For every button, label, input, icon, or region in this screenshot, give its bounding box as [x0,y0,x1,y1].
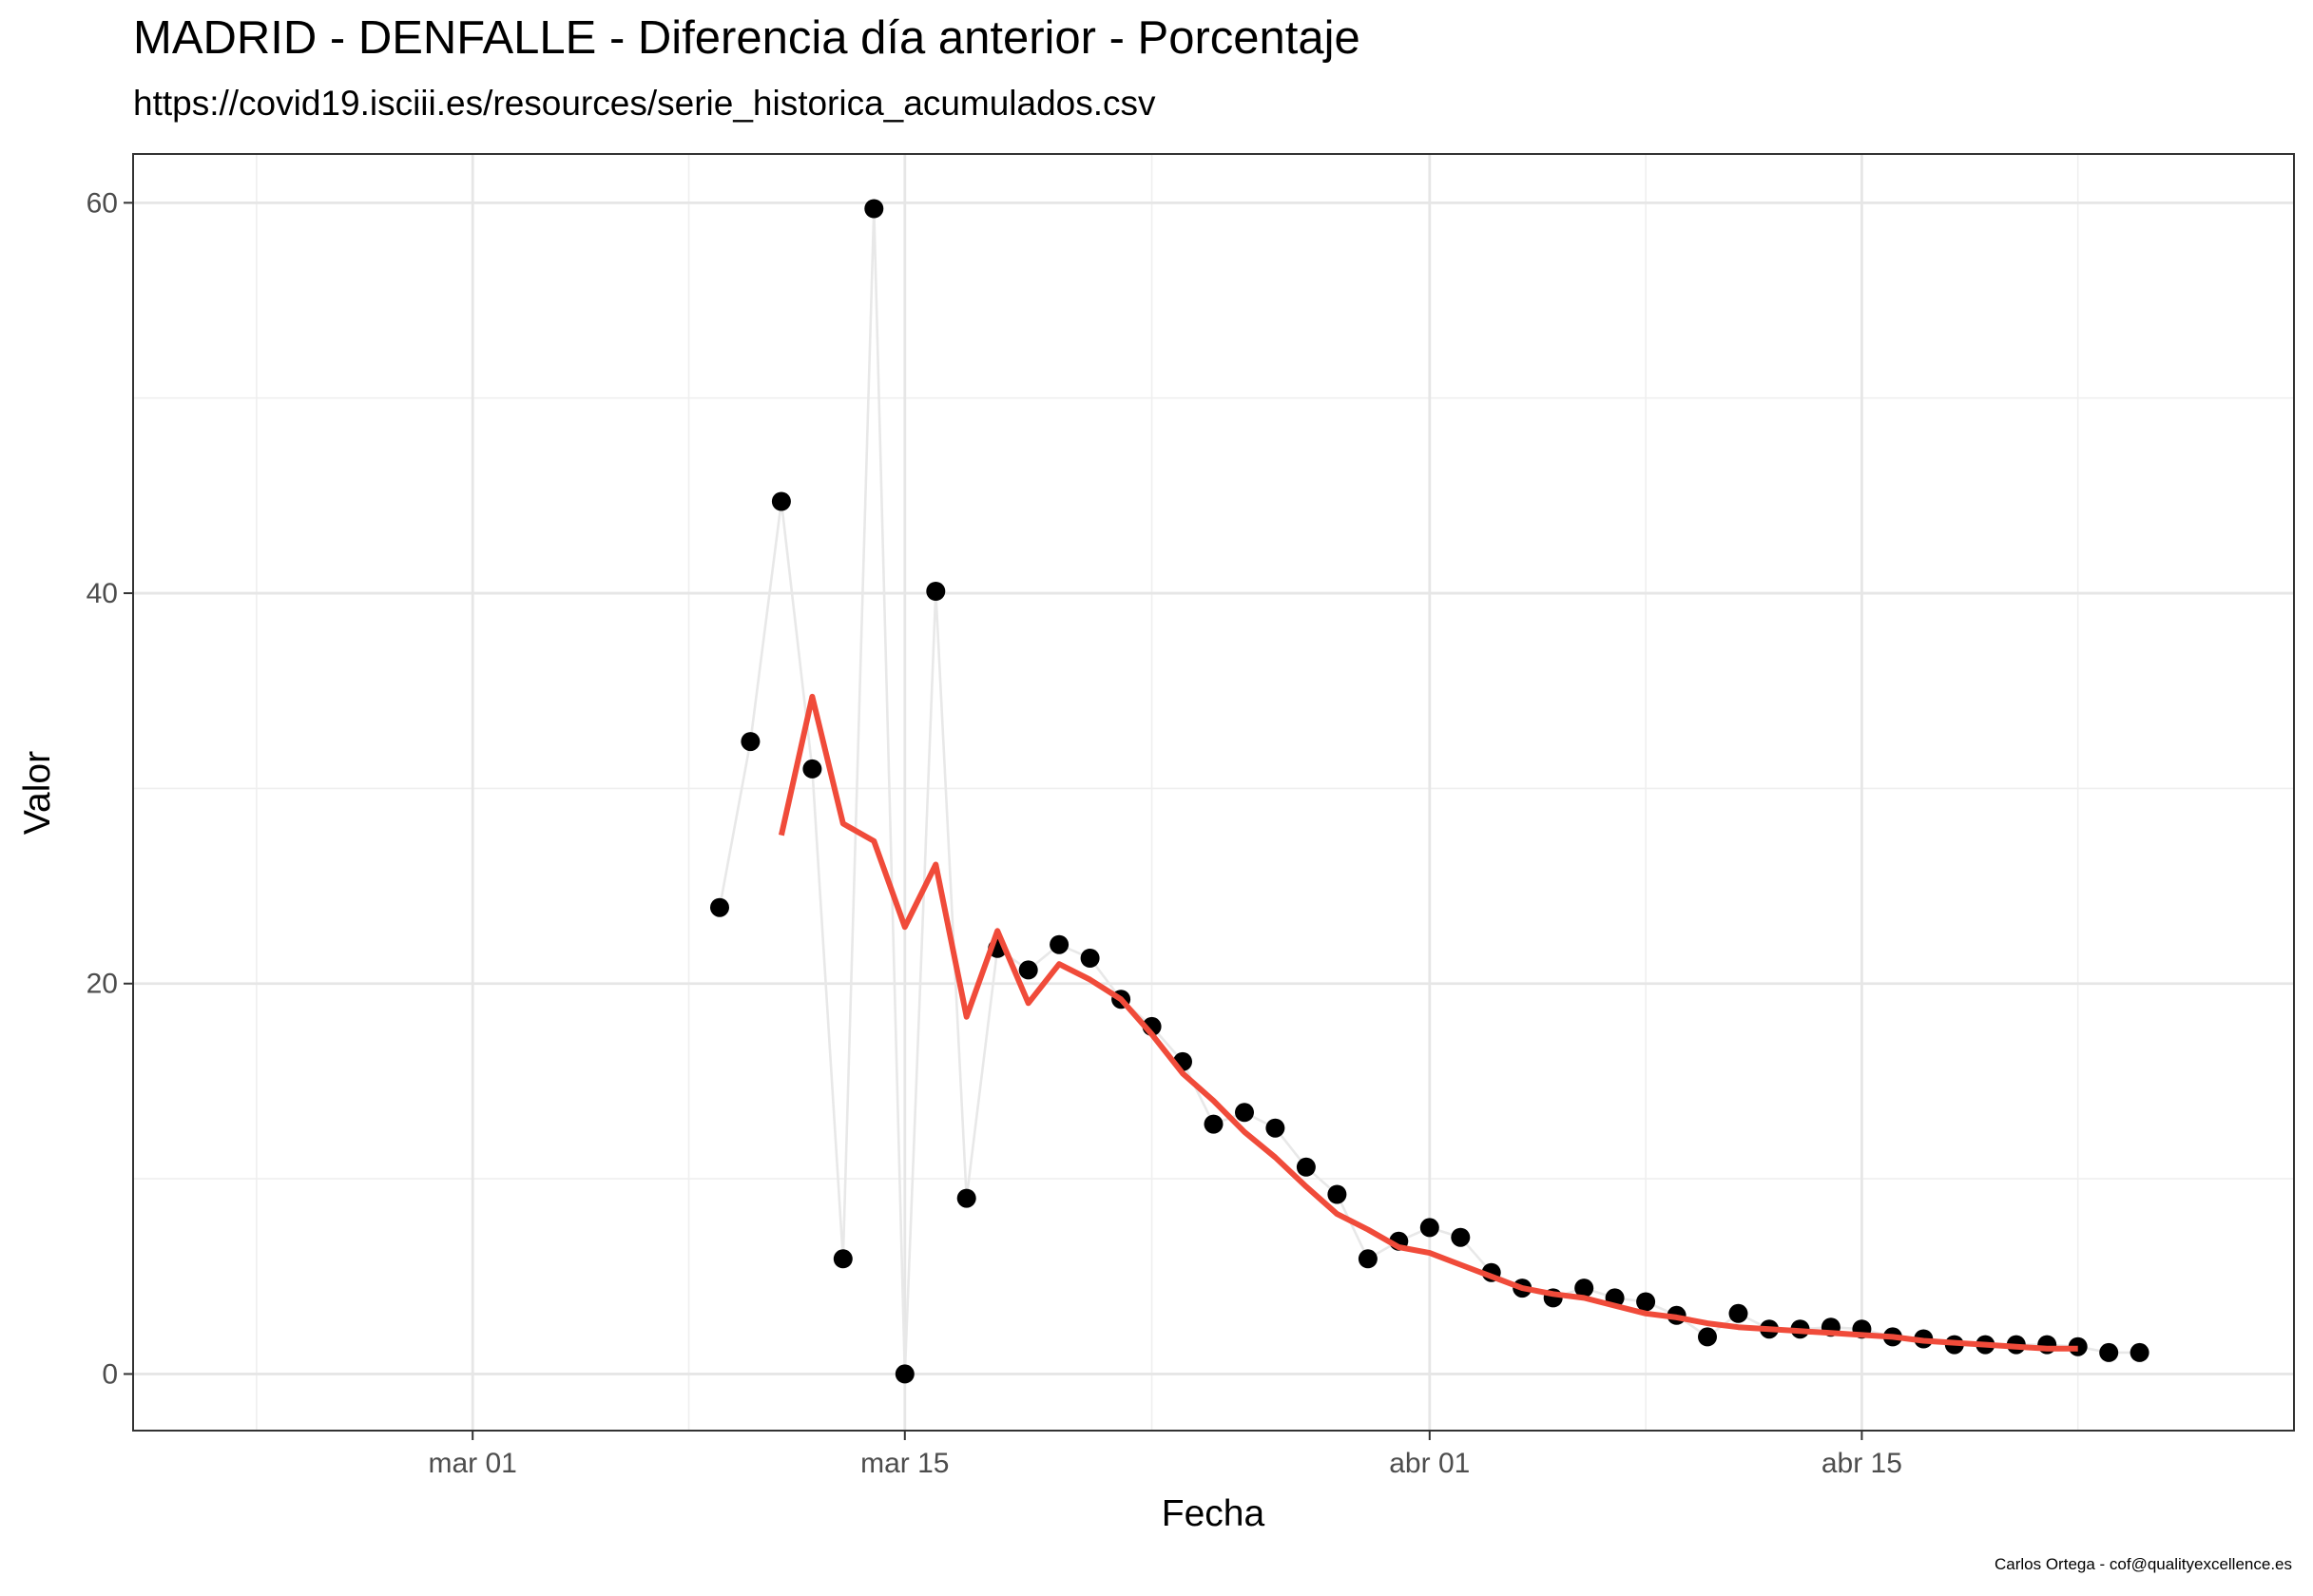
data-point [1451,1227,1471,1247]
data-point [895,1364,915,1384]
data-point [802,759,822,779]
data-point [1235,1103,1254,1123]
grid-minor [133,154,2294,1431]
data-point [1698,1327,1717,1347]
axis-ticks: mar 01 mar 15 abr 01 abr 15 0 20 40 60 [87,187,1902,1479]
data-point [741,732,761,752]
chart-subtitle: https://covid19.isciii.es/resources/seri… [133,84,1156,123]
y-axis-title: Valor [17,751,58,835]
y-tick-label: 40 [87,578,118,609]
x-tick-label: abr 01 [1389,1448,1470,1479]
chart-title: MADRID - DENFALLE - Diferencia día anter… [133,12,1360,64]
data-point [1296,1157,1316,1177]
y-tick-label: 20 [87,969,118,1000]
data-point [1265,1118,1285,1138]
data-point [833,1249,853,1269]
x-axis-title: Fecha [1162,1493,1265,1534]
data-point [2130,1342,2149,1362]
x-tick-label: abr 15 [1821,1448,1902,1479]
data-point [1358,1249,1378,1269]
data-point [926,582,946,601]
data-point [1018,960,1038,980]
chart-credit: Carlos Ortega - cof@qualityexcellence.es [1994,1555,2292,1573]
series-layer [710,199,2149,1384]
data-point [771,491,791,511]
data-point [1728,1303,1748,1323]
data-point [956,1188,976,1208]
plot-border [132,153,2295,1432]
data-point [1204,1114,1224,1134]
data-point [2099,1342,2119,1362]
series-2-line [778,693,2078,1352]
plot-panel [133,154,2294,1431]
data-point [710,897,729,917]
x-tick-label: mar 15 [860,1448,949,1479]
grid-major [133,154,2294,1431]
data-point [1080,949,1100,968]
data-point [1636,1292,1656,1312]
y-tick-label: 0 [102,1358,118,1390]
data-point [1419,1218,1439,1238]
data-point [1574,1279,1594,1298]
data-point [1327,1184,1347,1204]
y-tick-label: 60 [87,187,118,219]
data-point [1050,934,1070,954]
x-tick-label: mar 01 [428,1448,516,1479]
data-point [864,199,884,219]
